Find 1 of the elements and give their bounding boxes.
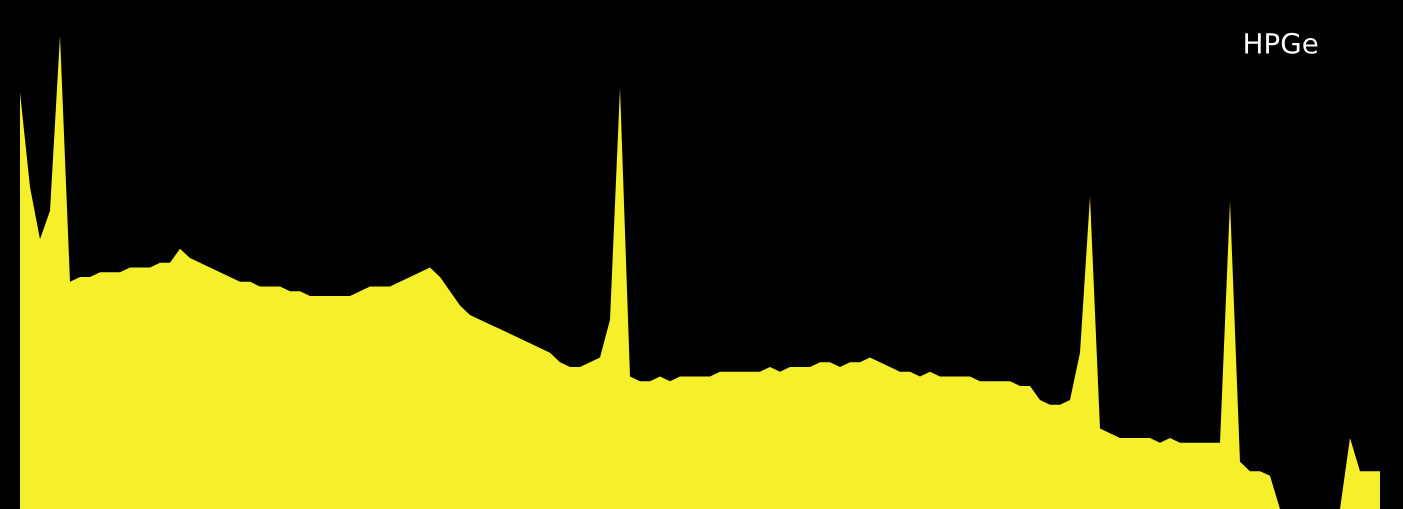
annotation: HPGe — [1245, 32, 1318, 54]
